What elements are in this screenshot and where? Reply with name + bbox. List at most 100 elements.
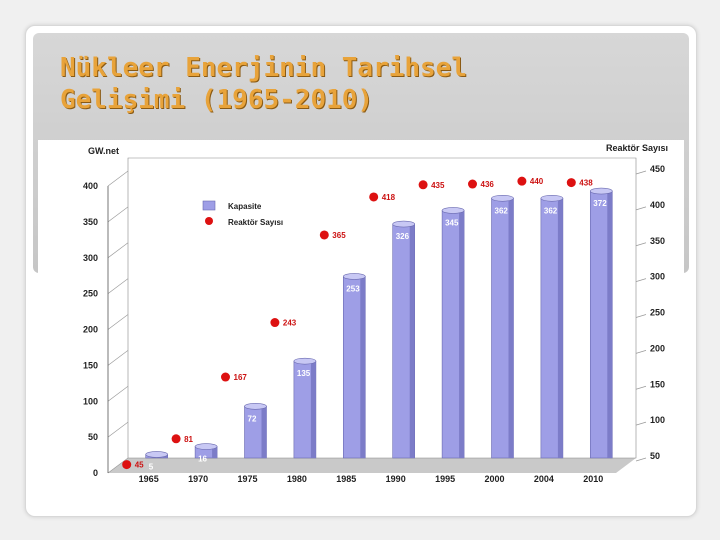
left-axis-tick-label: 150 (83, 360, 98, 370)
capacity-bar-cap (145, 451, 168, 458)
capacity-bar-cap (244, 403, 267, 410)
reactor-count-label: 418 (382, 193, 396, 202)
right-axis-tick-label: 150 (650, 379, 665, 389)
legend-kapasite-label: Kapasite (228, 202, 262, 211)
left-axis-tick-line (107, 242, 129, 259)
chart-legend: Kapasite Reaktör Sayısı (202, 200, 283, 227)
nuclear-capacity-chart: 5 16 72 135 253 326 345 362 362 372 45 81 167 243 365… (38, 140, 684, 510)
capacity-bar-shade (459, 210, 465, 458)
left-axis-tick-line (107, 170, 129, 187)
capacity-bar-cap (589, 187, 613, 195)
left-axis-tick-label: 300 (83, 253, 98, 263)
x-axis-tick-label: 1975 (237, 474, 257, 484)
left-axis-tick-label: 0 (93, 468, 98, 478)
chart-floor (108, 458, 636, 473)
capacity-value-label: 362 (544, 206, 558, 215)
reactor-count-marker (221, 372, 230, 382)
capacity-bar-cap (293, 357, 317, 365)
right-axis-tick-label: 300 (650, 272, 665, 282)
capacity-bar-shade (409, 224, 415, 458)
capacity-bar-shade (261, 406, 267, 458)
left-axis-tick-line (107, 385, 129, 402)
right-axis-tick-label: 450 (650, 164, 665, 174)
reactor-count-marker (122, 460, 132, 470)
reactor-count-marker (418, 180, 428, 190)
right-axis-label: Reaktör Sayısı (606, 143, 668, 153)
right-axis-tick-line (635, 206, 647, 211)
right-axis-tick-label: 250 (650, 308, 665, 318)
capacity-bar-cap (491, 194, 514, 202)
x-axis-tick-label: 1985 (336, 474, 356, 484)
reactor-count-label: 45 (135, 461, 144, 470)
left-axis-tick-line (107, 350, 129, 366)
right-axis-tick-label: 200 (650, 343, 665, 353)
right-axis-tick-line (635, 314, 647, 318)
right-axis-tick-line (635, 457, 647, 462)
reactor-count-label: 243 (283, 319, 297, 328)
x-axis-tick-label: 1980 (287, 474, 307, 484)
reactor-count-marker (369, 192, 379, 202)
right-axis-tick-label: 100 (650, 415, 665, 425)
reactor-count-label: 435 (431, 181, 445, 190)
capacity-bar-shade (508, 198, 514, 458)
capacity-bar-cap (441, 207, 465, 214)
left-axis-tick-line (107, 278, 129, 294)
legend-reactor-marker (205, 217, 213, 225)
left-axis-tick-label: 200 (83, 325, 98, 335)
x-axis-tick-label: 2010 (583, 474, 603, 484)
right-axis-tick-line (635, 242, 647, 247)
reactor-count-marker (468, 179, 477, 189)
left-axis-tick-line (107, 206, 129, 223)
right-axis-tick-line (635, 170, 647, 175)
slide-title-line-2: Gelişimi (1965-2010) (60, 85, 374, 115)
capacity-bar-cap (342, 273, 366, 280)
x-axis-tick-label: 2004 (534, 474, 554, 484)
right-axis-tick-line (635, 350, 647, 354)
capacity-bar-cap (392, 220, 416, 228)
left-axis-tick-label: 100 (83, 396, 98, 406)
legend-kapasite-swatch (202, 200, 216, 211)
left-axis-tick-label: 50 (88, 432, 98, 442)
right-axis-tick-line (635, 278, 647, 282)
left-axis-tick-label: 350 (83, 217, 98, 227)
reactor-count-marker (319, 230, 329, 240)
legend-reactor-label: Reaktör Sayısı (228, 218, 283, 227)
capacity-value-label: 345 (445, 218, 459, 227)
capacity-value-label: 362 (495, 206, 509, 215)
reactor-count-label: 81 (184, 435, 193, 444)
capacity-bar-shade (557, 198, 563, 458)
right-axis-tick-line (635, 385, 647, 390)
capacity-value-label: 372 (593, 199, 607, 208)
right-axis-tick-line (635, 421, 647, 426)
reactor-count-label: 436 (481, 180, 495, 189)
capacity-value-label: 253 (346, 284, 360, 293)
reactor-count-label: 440 (530, 177, 544, 186)
left-axis-label: GW.net (88, 146, 119, 156)
capacity-value-label: 16 (198, 455, 207, 464)
reactor-count-marker (566, 178, 576, 188)
capacity-value-label: 72 (248, 414, 257, 423)
x-axis-tick-label: 1965 (139, 474, 159, 484)
capacity-bar-shade (607, 191, 613, 458)
capacity-bar-shade (360, 276, 366, 458)
x-axis-tick-label: 1995 (435, 474, 455, 484)
right-axis-tick-label: 50 (650, 451, 660, 461)
left-axis-tick-label: 400 (83, 181, 98, 191)
x-axis-tick-label: 2000 (484, 474, 504, 484)
capacity-value-label: 5 (149, 462, 154, 471)
left-axis-tick-line (107, 314, 129, 330)
slide-title-line-1: Nükleer Enerjinin Tarihsel (60, 53, 467, 83)
reactor-count-label: 167 (234, 373, 248, 382)
x-axis-tick-label: 1970 (188, 474, 208, 484)
x-axis-tick-label: 1990 (386, 474, 406, 484)
reactor-count-marker (171, 434, 181, 444)
left-axis-tick-line (107, 457, 129, 474)
capacity-bar-shade (310, 361, 316, 458)
reactor-count-marker (517, 176, 527, 186)
reactor-count-label: 438 (579, 179, 593, 188)
left-axis-tick-label: 250 (83, 289, 98, 299)
capacity-value-label: 326 (396, 232, 410, 241)
reactor-count-marker (270, 318, 280, 328)
chart-panel: 5 16 72 135 253 326 345 362 362 372 45 81 167 243 365… (38, 140, 684, 510)
capacity-bar-shade (212, 446, 218, 458)
